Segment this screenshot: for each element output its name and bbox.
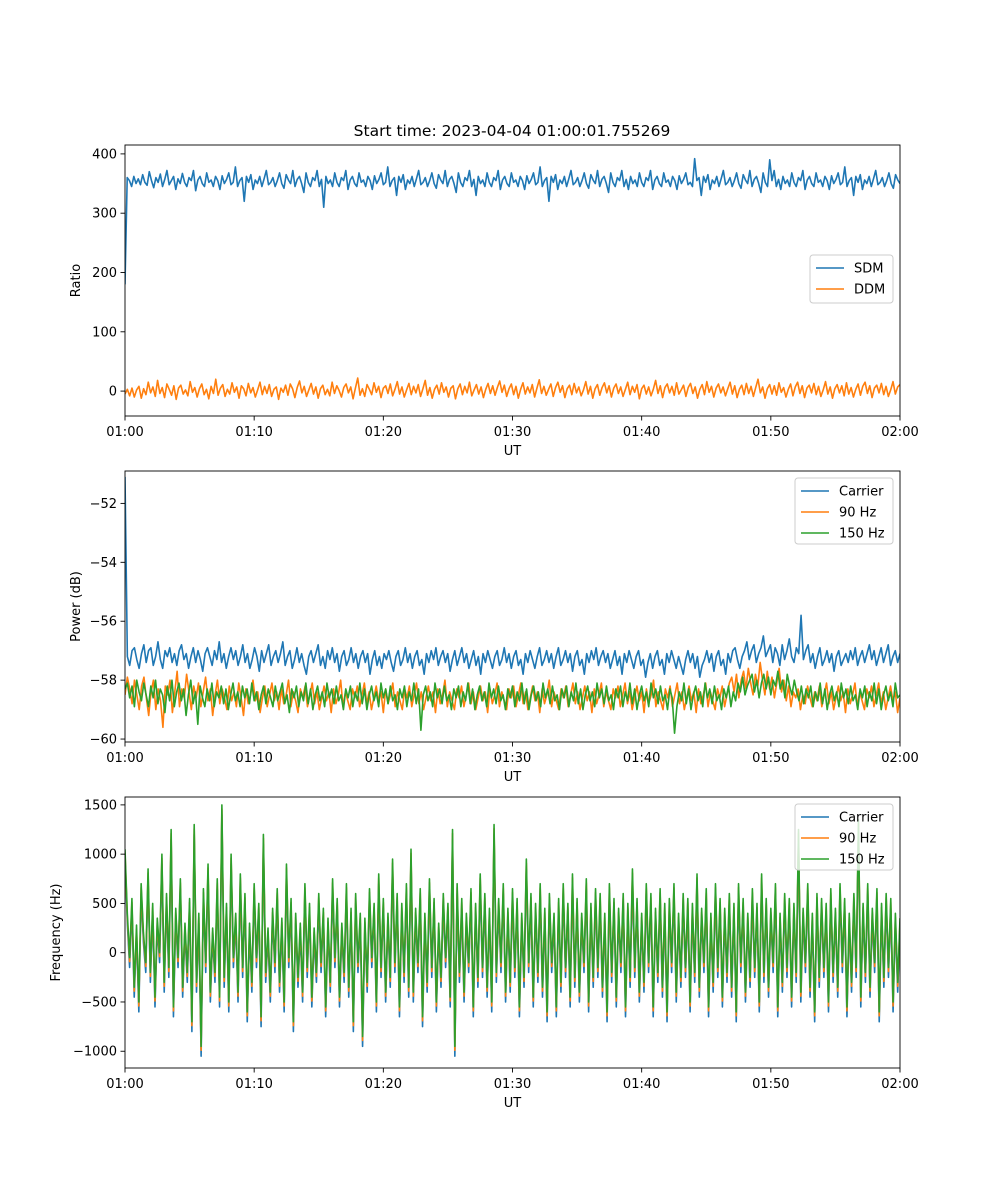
series-line-150-hz — [125, 804, 900, 1048]
x-tick-label: 01:30 — [494, 425, 531, 440]
data-lines — [125, 476, 900, 734]
x-tick-label: 01:40 — [623, 425, 660, 440]
legend-label-sdm: SDM — [854, 262, 883, 277]
legend-label-150-hz: 150 Hz — [839, 527, 885, 542]
x-tick-label: 01:40 — [623, 1077, 660, 1092]
y-tick-label: −56 — [90, 615, 117, 630]
y-tick-label: 200 — [92, 266, 117, 281]
frequency-chart: 01:00 01:10 01:20 01:30 01:40 01:50 02:00 UT −10… — [49, 796, 919, 1111]
data-lines — [125, 157, 900, 401]
legend-box — [794, 477, 894, 545]
legend: SDM DDM — [809, 254, 894, 304]
power-chart: 01:00 01:10 01:20 01:30 01:40 01:50 02:00 UT −60… — [69, 470, 919, 785]
x-axis-label: UT — [504, 444, 522, 459]
series-line-150-hz — [125, 670, 900, 734]
y-tick-label: 0 — [109, 946, 117, 961]
y-tick-label: 0 — [109, 385, 117, 400]
x-tick-label: 01:50 — [752, 425, 789, 440]
data-lines — [125, 804, 900, 1057]
x-tick-label: 01:10 — [235, 425, 272, 440]
y-axis-label: Ratio — [69, 264, 84, 297]
series-line-ddm — [125, 377, 900, 401]
legend-label-carrier: Carrier — [839, 485, 884, 500]
y-tick-label: 100 — [92, 325, 117, 340]
x-tick-label: 01:10 — [235, 751, 272, 766]
y-tick-label: 400 — [92, 147, 117, 162]
ratio-chart: 01:00 01:10 01:20 01:30 01:40 01:50 02:00 UT 0 10… — [69, 144, 919, 459]
y-tick-label: 1000 — [84, 848, 117, 863]
x-tick-label: 01:50 — [752, 1077, 789, 1092]
y-tick-label: −1000 — [73, 1045, 117, 1060]
y-tick-label: 300 — [92, 207, 117, 222]
x-tick-label: 02:00 — [881, 751, 918, 766]
y-axis-label: Power (dB) — [69, 571, 84, 642]
y-tick-label: −52 — [90, 497, 117, 512]
x-tick-label: 01:00 — [106, 751, 143, 766]
legend-box — [809, 254, 894, 304]
x-axis-label: UT — [504, 1096, 522, 1111]
y-tick-label: −500 — [81, 995, 117, 1010]
legend-label-ddm: DDM — [854, 283, 885, 298]
legend-box — [794, 803, 894, 871]
x-tick-label: 01:10 — [235, 1077, 272, 1092]
series-line-carrier — [125, 476, 900, 679]
legend-label-150-hz: 150 Hz — [839, 853, 885, 868]
x-tick-label: 01:20 — [365, 1077, 402, 1092]
y-tick-label: 1500 — [84, 798, 117, 813]
x-tick-label: 01:50 — [752, 751, 789, 766]
x-tick-label: 01:20 — [365, 751, 402, 766]
x-tick-label: 01:30 — [494, 751, 531, 766]
legend: Carrier 90 Hz 150 Hz — [794, 803, 894, 871]
y-tick-label: 500 — [92, 897, 117, 912]
legend-label-carrier: Carrier — [839, 811, 884, 826]
figure-title: Start time: 2023-04-04 01:00:01.755269 — [354, 122, 671, 140]
x-tick-label: 01:00 — [106, 1077, 143, 1092]
legend-label-90-hz: 90 Hz — [839, 832, 876, 847]
legend: Carrier 90 Hz 150 Hz — [794, 477, 894, 545]
x-tick-label: 01:30 — [494, 1077, 531, 1092]
y-tick-label: −60 — [90, 733, 117, 748]
y-tick-label: −54 — [90, 556, 117, 571]
x-tick-label: 01:00 — [106, 425, 143, 440]
x-tick-label: 02:00 — [881, 425, 918, 440]
x-tick-label: 01:40 — [623, 751, 660, 766]
y-tick-label: −58 — [90, 674, 117, 689]
legend-label-90-hz: 90 Hz — [839, 506, 876, 521]
y-axis-label: Frequency (Hz) — [49, 883, 64, 981]
series-line-sdm — [125, 157, 900, 285]
x-axis-label: UT — [504, 770, 522, 785]
x-tick-label: 02:00 — [881, 1077, 918, 1092]
x-tick-label: 01:20 — [365, 425, 402, 440]
